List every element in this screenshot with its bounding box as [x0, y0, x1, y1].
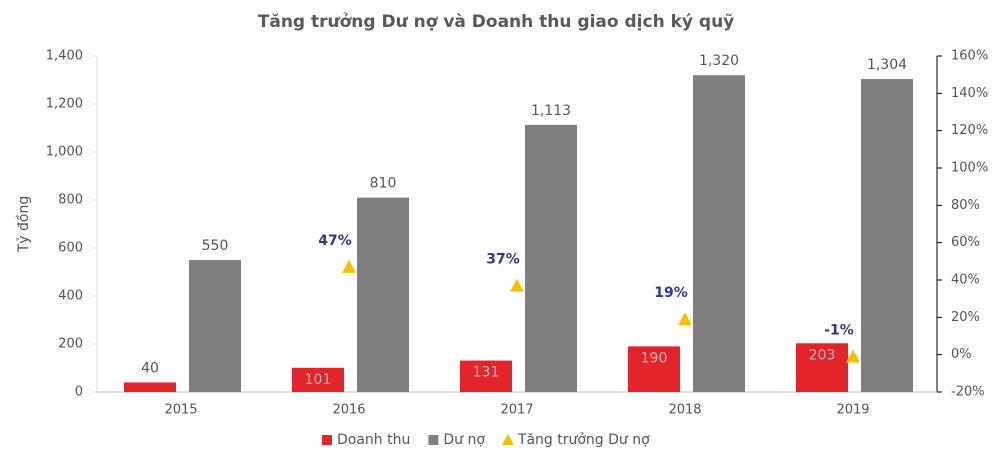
bar	[357, 197, 409, 392]
triangle-marker	[342, 259, 356, 273]
x-tick-label: 2019	[836, 403, 869, 418]
y2-tick-label: 100%	[951, 161, 988, 176]
bar	[460, 360, 512, 392]
data-label: -1%	[824, 323, 854, 339]
y-tick-label: 1,400	[46, 49, 83, 64]
data-label: 190	[641, 350, 668, 366]
data-label: 1,304	[867, 57, 907, 73]
x-tick-label: 2016	[332, 403, 365, 418]
data-label: 810	[370, 176, 397, 192]
data-label: 203	[809, 347, 836, 363]
y-axis-label: Tỷ đồng	[15, 196, 32, 254]
y2-tick-label: 80%	[951, 198, 980, 213]
legend-marker	[501, 434, 514, 445]
data-label: 550	[202, 238, 229, 254]
y-tick-label: 600	[58, 241, 83, 256]
data-label: 101	[305, 372, 332, 388]
y2-tick-label: 160%	[951, 49, 988, 64]
triangle-marker	[846, 349, 860, 363]
legend-label: Dư nợ	[443, 432, 485, 448]
data-label: 40	[141, 360, 159, 376]
y-tick-label: 400	[58, 289, 83, 304]
y2-tick-label: -20%	[951, 385, 985, 400]
data-label: 37%	[486, 252, 520, 268]
legend-swatch	[428, 435, 439, 445]
bar	[189, 260, 241, 392]
bar	[124, 382, 176, 392]
bar	[525, 124, 577, 392]
legend-label: Tăng trưởng Dư nợ	[517, 432, 650, 448]
y2-tick-label: 140%	[951, 86, 988, 101]
y2-tick-label: 20%	[951, 310, 980, 325]
bar	[861, 79, 913, 392]
y-tick-label: 800	[58, 193, 83, 208]
data-label: 1,320	[699, 53, 739, 69]
y-tick-label: 200	[58, 337, 83, 352]
y2-tick-label: 120%	[951, 123, 988, 138]
y-tick-label: 0	[75, 385, 83, 400]
data-label: 1,113	[531, 103, 571, 119]
bar	[693, 75, 745, 392]
y2-tick-label: 60%	[951, 235, 980, 250]
data-label: 19%	[654, 285, 688, 301]
data-label: 47%	[318, 233, 352, 249]
bar	[796, 343, 848, 392]
x-tick-label: 2015	[164, 403, 197, 418]
legend-label: Doanh thu	[337, 432, 410, 448]
x-tick-label: 2017	[500, 403, 533, 418]
y-tick-label: 1,200	[46, 97, 83, 112]
bar	[628, 346, 680, 392]
triangle-marker	[510, 278, 524, 292]
triangle-marker	[678, 312, 692, 326]
legend-swatch	[322, 435, 332, 445]
x-tick-label: 2018	[668, 403, 701, 418]
y-tick-label: 1,000	[46, 145, 83, 160]
bar	[292, 367, 344, 392]
data-label: 131	[473, 365, 500, 381]
y2-tick-label: 0%	[951, 347, 972, 362]
chart-title: Tăng trưởng Dư nợ và Doanh thu giao dịch…	[258, 12, 735, 32]
y2-tick-label: 40%	[951, 273, 980, 288]
